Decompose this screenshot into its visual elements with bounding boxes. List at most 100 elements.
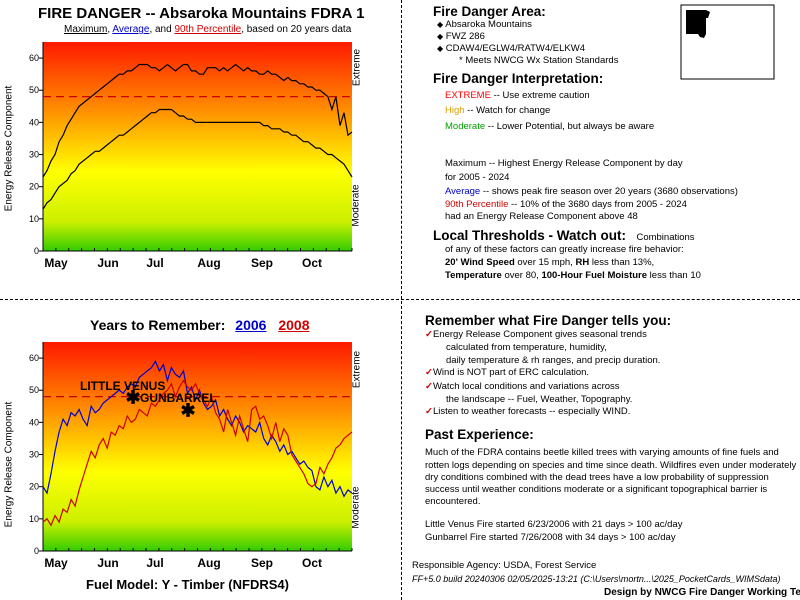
fire-danger-area-heading: Fire Danger Area:	[433, 4, 546, 19]
past-line-1: Much of the FDRA contains beetle killed …	[425, 447, 779, 458]
area-note: * Meets NWCG Wx Station Standards	[459, 55, 619, 66]
y-tick-label: 20	[29, 182, 39, 192]
interp-moderate: Moderate -- Lower Potential, but always …	[445, 121, 654, 133]
y-tick-label: 40	[29, 417, 39, 427]
rh-text: less than 13%,	[589, 257, 655, 268]
y-tick-label: 10	[29, 514, 39, 524]
legend-90th: 90th Percentile	[174, 24, 242, 35]
past-line-2: rotten logs depending on species and tim…	[425, 460, 797, 471]
remember-item-1a: calculated from temperature, humidity,	[446, 342, 607, 353]
fuel-text: less than 10	[647, 270, 701, 281]
extreme-word: EXTREME	[445, 90, 491, 101]
x-tick-label: May	[44, 256, 68, 270]
fuel-model-label: Fuel Model: Y - Timber (NFDRS4)	[86, 577, 289, 592]
remember-item-4: ✓Listen to weather forecasts -- especial…	[425, 406, 630, 418]
thresholds-suffix: Combinations	[636, 232, 695, 243]
thresholds-line3: Temperature over 80, 100-Hour Fuel Moist…	[445, 270, 701, 282]
avg-text: -- shows peak fire season over 20 years …	[480, 186, 738, 197]
x-tick-label: Oct	[302, 556, 322, 570]
vertical-divider	[401, 0, 402, 600]
x-tick-label: May	[44, 556, 68, 570]
fire-marker-label: LITTLE VENUS	[80, 379, 165, 393]
interp-extreme: EXTREME -- Use extreme caution	[445, 90, 590, 102]
series-line-maximum	[42, 63, 353, 178]
temp-bold: Temperature	[445, 270, 502, 281]
x-tick-label: Sep	[251, 256, 273, 270]
bullet-icon: ◆	[437, 20, 444, 29]
local-thresholds: Local Thresholds - Watch out: Combinatio…	[433, 227, 695, 245]
moderate-text: -- Lower Potential, but always be aware	[485, 121, 655, 132]
p90-word: 90th Percentile	[445, 199, 509, 210]
state-outline	[680, 4, 775, 80]
check-icon: ✓	[425, 381, 433, 392]
legend-2006: 2006	[235, 317, 267, 333]
p90-desc: 90th Percentile -- 10% of the 3680 days …	[445, 199, 687, 211]
top-chart-title: FIRE DANGER -- Absaroka Mountains FDRA 1	[38, 5, 365, 22]
x-tick-label: Jul	[146, 556, 163, 570]
y-tick-label: 0	[34, 546, 39, 556]
top-chart-subtitle: Maximum, Average, and 90th Percentile, b…	[64, 24, 351, 35]
x-tick-label: Jun	[97, 256, 118, 270]
remember-heading: Remember what Fire Danger tells you:	[425, 313, 672, 328]
max-desc-2: for 2005 - 2024	[445, 172, 510, 183]
bullet-icon: ◆	[437, 44, 444, 53]
high-word: High	[445, 105, 465, 116]
bullet-icon: ◆	[437, 32, 444, 41]
fdra-area-shape	[706, 10, 710, 18]
area-item-text: FWZ 286	[445, 31, 485, 42]
y-tick-label: 10	[29, 214, 39, 224]
interpretation-heading: Fire Danger Interpretation:	[433, 71, 604, 86]
max-desc-1: Maximum -- Highest Energy Release Compon…	[445, 158, 683, 169]
x-tick-label: Aug	[197, 556, 220, 570]
moderate-word: Moderate	[445, 121, 486, 132]
fire-start-marker-icon: ✱	[125, 388, 140, 408]
design-credit: Design by NWCG Fire Danger Working Team	[604, 587, 800, 598]
p90-text: -- 10% of the 3680 days from 2005 - 2024	[508, 199, 687, 210]
past-line-4: success until weather conditions moderat…	[425, 484, 768, 495]
years-label: Years to Remember:	[90, 317, 226, 333]
y-tick-label: 40	[29, 117, 39, 127]
check-icon: ✓	[425, 367, 433, 378]
x-tick-label: Sep	[251, 556, 273, 570]
wind-bold: 20' Wind Speed	[445, 257, 515, 268]
thresholds-line2: 20' Wind Speed over 15 mph, RH less than…	[445, 257, 654, 269]
past-experience-heading: Past Experience:	[425, 427, 534, 442]
remember-item-3a: the landscape -- Fuel, Weather, Topograp…	[446, 394, 633, 405]
subtitle-sep: , and	[149, 24, 175, 35]
legend-average: Average	[112, 24, 150, 35]
remember-text: Watch local conditions and variations ac…	[432, 381, 620, 392]
check-icon: ✓	[425, 329, 433, 340]
high-text: -- Watch for change	[464, 105, 551, 116]
y-tick-label: 60	[29, 353, 39, 363]
y-tick-label: 0	[34, 246, 39, 256]
fire-start-marker-icon: ✱	[180, 401, 195, 421]
x-tick-label: Jun	[97, 556, 118, 570]
gunbarrel-fire-note: Gunbarrel Fire started 7/26/2008 with 34…	[425, 532, 676, 543]
remember-text: Wind is NOT part of ERC calculation.	[432, 367, 590, 378]
remember-text: Listen to weather forecasts -- especiall…	[432, 406, 631, 417]
fire-marker-label: GUNBARREL	[140, 391, 217, 405]
build-info: FF+5.0 build 20240306 02/05/2025-13:21 (…	[412, 574, 781, 584]
series-line-2006	[42, 359, 353, 498]
chart-background	[43, 42, 352, 251]
remember-item-1b: daily temperature & rh ranges, and preci…	[446, 355, 661, 366]
horizontal-divider	[0, 299, 800, 300]
rh-bold: RH	[575, 257, 590, 268]
area-item-2: ◆ FWZ 286	[437, 31, 485, 43]
subtitle-tail: , based on 20 years data	[241, 24, 352, 35]
area-item-text: Absaroka Mountains	[445, 19, 532, 30]
remember-item-1: ✓Energy Release Component gives seasonal…	[425, 329, 647, 341]
fuel-bold: 100-Hour Fuel Moisture	[541, 270, 648, 281]
past-line-3: dry conditions combined with the dead tr…	[425, 472, 769, 483]
extreme-text: -- Use extreme caution	[490, 90, 590, 101]
fdra-area-shape	[698, 34, 706, 38]
responsible-agency: Responsible Agency: USDA, Forest Service	[412, 560, 597, 571]
remember-text: Energy Release Component gives seasonal …	[432, 329, 647, 340]
thresholds-heading: Local Thresholds - Watch out:	[433, 228, 627, 243]
chart-background	[43, 342, 352, 551]
interp-high: High -- Watch for change	[445, 105, 550, 117]
temp-text: over 80,	[501, 270, 542, 281]
series-line-average	[42, 108, 353, 210]
remember-item-2: ✓Wind is NOT part of ERC calculation.	[425, 367, 589, 379]
